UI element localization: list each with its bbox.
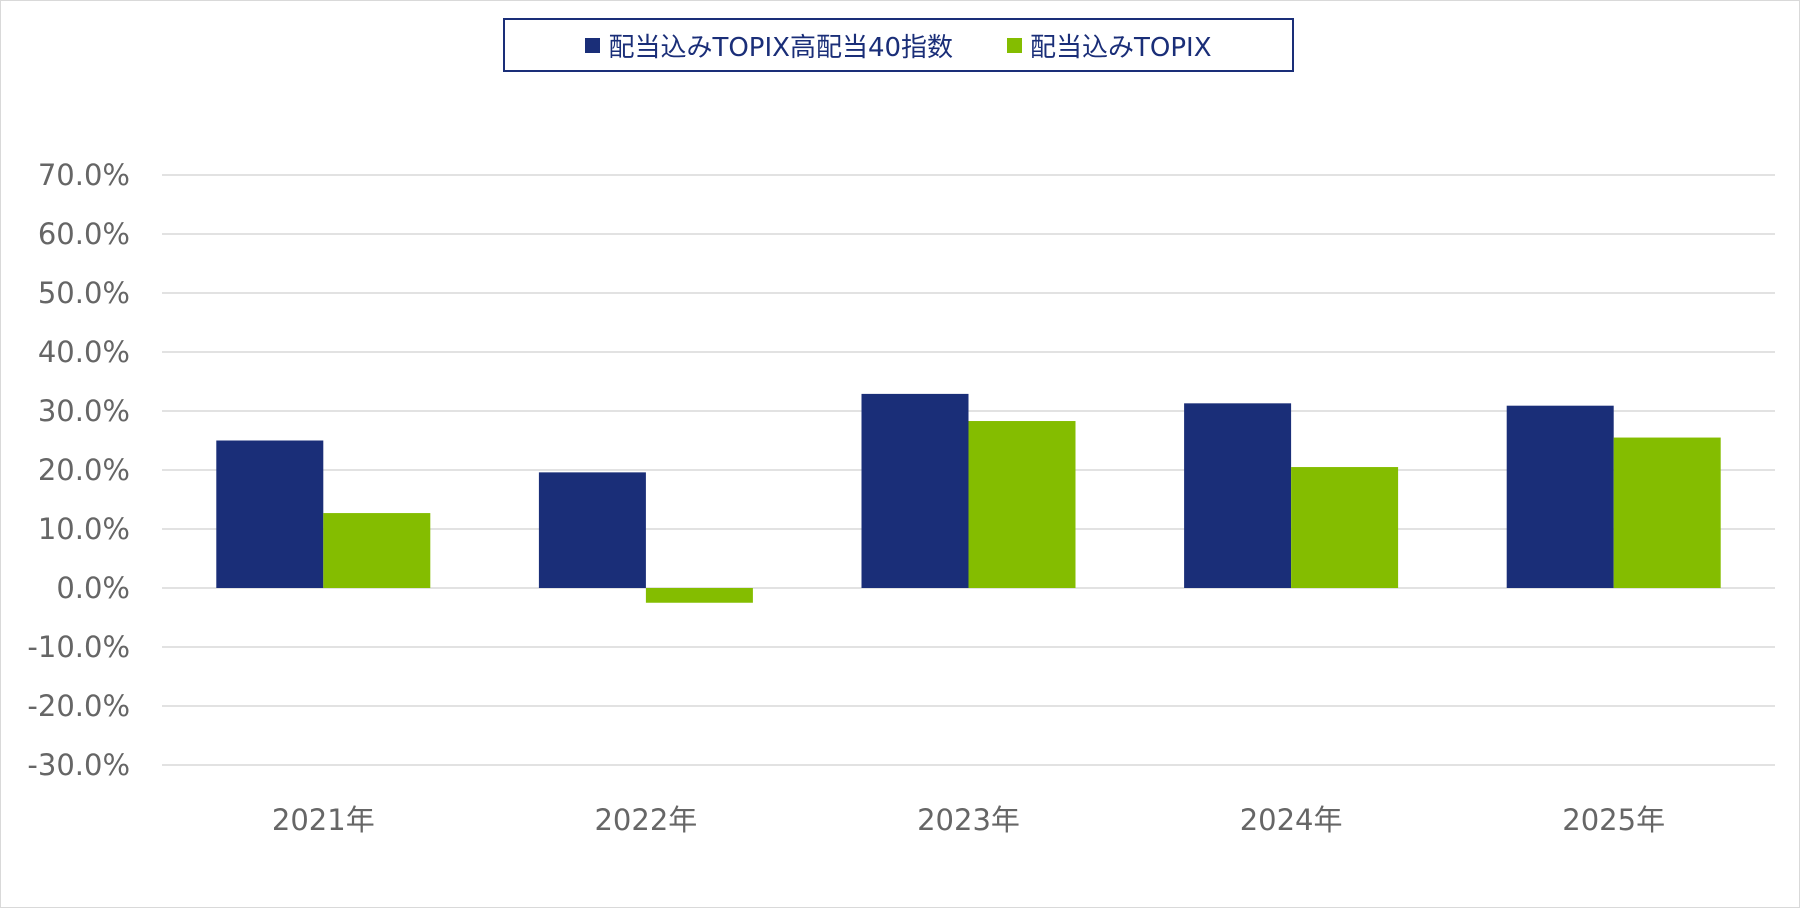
bar-high-dividend xyxy=(1184,403,1292,588)
x-tick-label: 2022年 xyxy=(594,803,697,837)
y-tick-label: -10.0% xyxy=(27,630,130,664)
bar-topix xyxy=(645,588,753,603)
y-tick-label: 30.0% xyxy=(38,394,130,428)
legend-item-high-dividend: 配当込みTOPIX高配当40指数 xyxy=(585,27,953,64)
y-tick-label: 40.0% xyxy=(38,335,130,369)
y-tick-label: 0.0% xyxy=(56,571,130,605)
legend-swatch-high-dividend xyxy=(585,37,601,53)
bar-high-dividend xyxy=(538,472,646,588)
legend-item-topix: 配当込みTOPIX xyxy=(1007,27,1212,64)
bar-topix xyxy=(968,421,1076,588)
legend-label-high-dividend: 配当込みTOPIX高配当40指数 xyxy=(608,32,954,63)
legend: 配当込みTOPIX高配当40指数 配当込みTOPIX xyxy=(503,18,1294,72)
bar-topix xyxy=(1613,437,1721,588)
y-tick-label: 20.0% xyxy=(38,453,130,487)
y-axis-labels: 70.0% 60.0% 50.0% 40.0% 30.0% 20.0% 10.0% 0.0% -… xyxy=(27,158,130,782)
y-tick-label: 50.0% xyxy=(38,276,130,310)
y-tick-label: 10.0% xyxy=(38,512,130,546)
x-tick-label: 2025年 xyxy=(1562,803,1665,837)
legend-label-topix: 配当込みTOPIX xyxy=(1030,32,1212,63)
bar-high-dividend xyxy=(216,440,324,588)
x-tick-label: 2023年 xyxy=(917,803,1020,837)
bar-topix xyxy=(1291,467,1399,588)
x-axis-labels: 2021年 2022年 2023年 2024年 2025年 xyxy=(272,803,1665,837)
x-tick-label: 2024年 xyxy=(1240,803,1343,837)
bar-topix xyxy=(323,513,431,588)
y-tick-label: 60.0% xyxy=(38,217,130,251)
y-tick-label: -20.0% xyxy=(27,689,130,723)
y-tick-label: 70.0% xyxy=(38,158,130,192)
bar-high-dividend xyxy=(861,393,969,588)
x-tick-label: 2021年 xyxy=(272,803,375,837)
legend-swatch-topix xyxy=(1007,37,1023,53)
y-tick-label: -30.0% xyxy=(27,748,130,782)
bars xyxy=(216,393,1721,603)
bar-high-dividend xyxy=(1506,405,1614,588)
